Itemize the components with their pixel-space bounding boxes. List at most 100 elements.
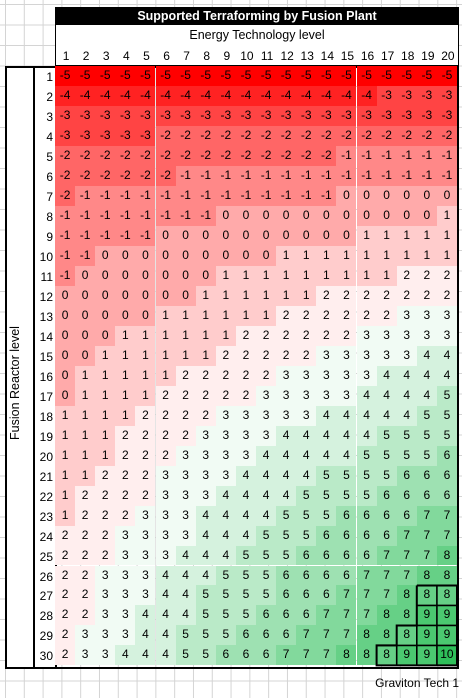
heatmap-cell-r8-c6[interactable]: -1 [155,205,176,226]
heatmap-cell-r11-c6[interactable]: 0 [155,265,176,286]
heatmap-cell-r11-c18[interactable]: 2 [396,265,417,286]
heatmap-cell-r7-c4[interactable]: -1 [115,185,136,206]
heatmap-cell-r19-c11[interactable]: 3 [256,425,277,446]
heatmap-cell-r23-c12[interactable]: 5 [276,505,297,526]
heatmap-cell-r11-c13[interactable]: 1 [296,265,317,286]
heatmap-cell-r25-c7[interactable]: 4 [175,545,196,566]
heatmap-cell-r2-c5[interactable]: -4 [135,85,156,106]
heatmap-cell-r28-c11[interactable]: 6 [256,605,277,626]
heatmap-cell-r14-c18[interactable]: 3 [396,325,417,346]
heatmap-cell-r5-c20[interactable]: -1 [436,145,457,166]
heatmap-cell-r14-c12[interactable]: 2 [276,325,297,346]
heatmap-cell-r8-c2[interactable]: -1 [75,205,96,226]
heatmap-cell-r28-c9[interactable]: 5 [215,605,236,626]
heatmap-cell-r24-c8[interactable]: 4 [195,525,216,546]
heatmap-cell-r23-c8[interactable]: 4 [195,505,216,526]
heatmap-cell-r25-c10[interactable]: 5 [235,545,256,566]
heatmap-cell-r26-c2[interactable]: 2 [75,565,96,586]
heatmap-cell-r10-c6[interactable]: 0 [155,245,176,266]
heatmap-cell-r16-c2[interactable]: 1 [75,365,96,386]
heatmap-cell-r18-c13[interactable]: 3 [296,405,317,426]
heatmap-cell-r17-c7[interactable]: 2 [175,385,196,406]
heatmap-cell-r24-c7[interactable]: 3 [175,525,196,546]
column-header-7[interactable]: 7 [183,49,190,63]
row-header-28[interactable]: 28 [39,609,53,624]
heatmap-cell-r10-c11[interactable]: 0 [256,245,277,266]
heatmap-cell-r30-c19[interactable]: 9 [416,645,437,666]
heatmap-cell-r20-c3[interactable]: 1 [95,445,116,466]
heatmap-cell-r8-c7[interactable]: -1 [175,205,196,226]
heatmap-cell-r12-c19[interactable]: 2 [416,285,437,306]
heatmap-cell-r12-c3[interactable]: 0 [95,285,116,306]
heatmap-cell-r14-c11[interactable]: 2 [256,325,277,346]
heatmap-cell-r9-c9[interactable]: 0 [215,225,236,246]
heatmap-cell-r12-c1[interactable]: 0 [55,285,76,306]
heatmap-cell-r6-c10[interactable]: -1 [235,165,256,186]
heatmap-cell-r11-c3[interactable]: 0 [95,265,116,286]
heatmap-cell-r19-c18[interactable]: 5 [396,425,417,446]
heatmap-cell-r11-c9[interactable]: 1 [215,265,236,286]
heatmap-cell-r1-c11[interactable]: -5 [256,66,277,86]
heatmap-cell-r11-c16[interactable]: 1 [356,265,377,286]
heatmap-cell-r15-c4[interactable]: 1 [115,345,136,366]
row-header-3[interactable]: 3 [46,109,53,124]
heatmap-cell-r12-c20[interactable]: 2 [436,285,457,306]
heatmap-cell-r24-c1[interactable]: 2 [55,525,76,546]
heatmap-cell-r9-c14[interactable]: 0 [316,225,337,246]
heatmap-cell-r15-c18[interactable]: 3 [396,345,417,366]
heatmap-cell-r30-c15[interactable]: 8 [336,645,357,666]
heatmap-cell-r3-c1[interactable]: -3 [55,105,76,126]
heatmap-cell-r17-c18[interactable]: 4 [396,385,417,406]
heatmap-cell-r2-c11[interactable]: -4 [256,85,277,106]
heatmap-cell-r13-c13[interactable]: 2 [296,305,317,326]
heatmap-cell-r29-c15[interactable]: 7 [336,625,357,646]
heatmap-cell-r19-c3[interactable]: 1 [95,425,116,446]
heatmap-cell-r14-c7[interactable]: 1 [175,325,196,346]
heatmap-cell-r14-c17[interactable]: 3 [376,325,397,346]
heatmap-cell-r21-c20[interactable]: 6 [436,465,457,486]
heatmap-cell-r17-c5[interactable]: 1 [135,385,156,406]
heatmap-cell-r20-c7[interactable]: 3 [175,445,196,466]
heatmap-cell-r3-c5[interactable]: -3 [135,105,156,126]
heatmap-cell-r23-c19[interactable]: 7 [416,505,437,526]
heatmap-cell-r18-c10[interactable]: 3 [235,405,256,426]
heatmap-cell-r11-c5[interactable]: 0 [135,265,156,286]
heatmap-cell-r6-c17[interactable]: -1 [376,165,397,186]
heatmap-cell-r21-c15[interactable]: 5 [336,465,357,486]
heatmap-cell-r29-c7[interactable]: 5 [175,625,196,646]
heatmap-cell-r6-c12[interactable]: -1 [276,165,297,186]
heatmap-cell-r21-c8[interactable]: 3 [195,465,216,486]
heatmap-cell-r9-c20[interactable]: 1 [436,225,457,246]
heatmap-cell-r4-c19[interactable]: -2 [416,125,437,146]
heatmap-cell-r10-c12[interactable]: 1 [276,245,297,266]
row-header-11[interactable]: 11 [40,269,53,284]
heatmap-cell-r14-c14[interactable]: 2 [316,325,337,346]
heatmap-cell-r26-c18[interactable]: 7 [396,565,417,586]
row-header-1[interactable]: 1 [46,70,53,84]
heatmap-cell-r25-c2[interactable]: 2 [75,545,96,566]
column-header-10[interactable]: 10 [240,49,254,63]
heatmap-cell-r23-c9[interactable]: 4 [215,505,236,526]
heatmap-cell-r12-c11[interactable]: 1 [256,285,277,306]
heatmap-cell-r9-c6[interactable]: 0 [155,225,176,246]
heatmap-cell-r7-c12[interactable]: -1 [276,185,297,206]
heatmap-cell-r8-c3[interactable]: -1 [95,205,116,226]
row-header-17[interactable]: 17 [39,389,53,404]
heatmap-cell-r5-c18[interactable]: -1 [396,145,417,166]
heatmap-cell-r1-c12[interactable]: -5 [276,66,297,86]
heatmap-cell-r12-c2[interactable]: 0 [75,285,96,306]
heatmap-cell-r1-c8[interactable]: -5 [195,66,216,86]
heatmap-cell-r4-c18[interactable]: -2 [396,125,417,146]
heatmap-cell-r10-c20[interactable]: 1 [436,245,457,266]
heatmap-cell-r2-c14[interactable]: -4 [316,85,337,106]
heatmap-cell-r7-c13[interactable]: -1 [296,185,317,206]
heatmap-cell-r2-c2[interactable]: -4 [75,85,96,106]
heatmap-cell-r10-c15[interactable]: 1 [336,245,357,266]
heatmap-cell-r8-c15[interactable]: 0 [336,205,357,226]
heatmap-cell-r4-c13[interactable]: -2 [296,125,317,146]
heatmap-cell-r15-c6[interactable]: 1 [155,345,176,366]
heatmap-cell-r27-c11[interactable]: 5 [256,585,277,606]
heatmap-cell-r14-c8[interactable]: 1 [195,325,216,346]
heatmap-cell-r14-c13[interactable]: 2 [296,325,317,346]
heatmap-cell-r5-c4[interactable]: -2 [115,145,136,166]
